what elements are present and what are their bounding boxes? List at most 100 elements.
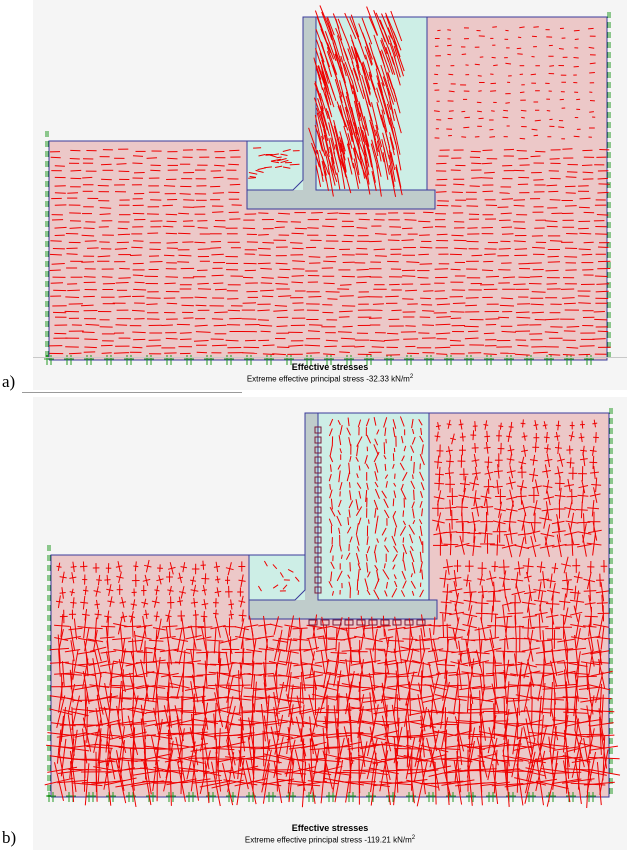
stress-vector <box>417 649 426 677</box>
stress-vector <box>222 762 234 806</box>
stress-vector <box>502 116 509 119</box>
stress-vector <box>551 594 554 614</box>
stress-vector <box>443 570 447 588</box>
stress-vector <box>399 526 407 536</box>
stress-vector <box>383 417 388 428</box>
stress-vector <box>257 167 266 171</box>
stress-vector <box>440 695 446 729</box>
stress-vector <box>573 57 579 59</box>
stress-vector <box>499 304 515 307</box>
stress-vector <box>364 578 369 590</box>
stress-vector <box>308 127 319 155</box>
stress-vector <box>383 147 390 175</box>
stress-vector <box>167 157 178 160</box>
stress-vector <box>322 225 335 228</box>
stress-vector <box>320 761 326 804</box>
stress-vector <box>339 481 343 491</box>
stress-vector <box>467 330 479 333</box>
stress-vector <box>527 606 532 627</box>
stress-vector <box>319 680 329 714</box>
stress-vector <box>316 107 325 129</box>
stress-plot-b <box>44 408 621 809</box>
stress-vector <box>402 552 405 562</box>
stress-vector <box>355 523 359 535</box>
stress-vector <box>277 629 283 653</box>
stress-vector <box>257 262 271 265</box>
stress-vector <box>49 269 61 271</box>
stress-vector <box>337 105 347 127</box>
stress-vector <box>409 550 415 563</box>
stress-vector <box>483 332 495 335</box>
stress-vector <box>364 134 373 168</box>
stress-vector <box>394 527 397 537</box>
stress-vector <box>285 739 296 777</box>
stress-vector <box>451 509 453 530</box>
stress-vector <box>121 669 124 703</box>
stress-vector <box>478 627 481 653</box>
stress-vector <box>163 705 173 740</box>
stress-vector <box>374 564 379 571</box>
stress-vector <box>384 463 387 471</box>
stress-vector <box>581 534 587 557</box>
stress-vector <box>494 613 497 638</box>
stress-vector <box>177 261 190 263</box>
stress-vector <box>348 500 354 509</box>
stress-vector <box>58 628 64 650</box>
stress-vector <box>363 144 370 168</box>
caption-subtitle-text-a: Extreme effective principal stress -32.3… <box>246 374 410 384</box>
stress-vector <box>353 146 368 180</box>
interface-marker <box>344 619 354 626</box>
stress-vector <box>386 57 394 75</box>
stress-vector <box>282 166 291 169</box>
stress-vector <box>82 176 93 179</box>
stress-vector <box>377 82 384 100</box>
stress-vector <box>288 759 295 803</box>
stress-vector <box>414 729 424 767</box>
stress-vector <box>498 501 503 518</box>
stress-vector <box>309 728 319 763</box>
stress-vector <box>519 91 525 94</box>
stress-vector <box>597 246 609 248</box>
stress-vector <box>361 17 373 45</box>
stress-vector <box>571 533 574 556</box>
stress-vector <box>533 26 539 28</box>
stress-vector <box>236 759 245 806</box>
stress-vector <box>539 604 544 623</box>
stress-vector <box>339 148 347 174</box>
stress-vector <box>493 581 496 602</box>
stress-vector <box>599 683 602 713</box>
stress-vector <box>535 150 546 153</box>
stress-vector <box>339 295 354 297</box>
stress-vector <box>501 330 517 333</box>
stress-vector <box>435 191 447 193</box>
stress-vector <box>468 716 472 753</box>
stress-vector <box>364 455 368 464</box>
stress-vector <box>433 110 440 112</box>
stress-vector <box>181 304 194 307</box>
stress-vector <box>442 613 445 638</box>
stress-vector <box>80 304 94 307</box>
stress-vector <box>537 707 541 743</box>
stress-vector <box>400 488 407 500</box>
stress-vector <box>195 304 207 307</box>
stress-vector <box>447 29 452 31</box>
stress-vector <box>132 155 144 157</box>
stress-vector <box>364 86 371 106</box>
stress-vector <box>346 526 352 534</box>
stress-vector <box>121 596 125 608</box>
stress-vector <box>190 681 197 716</box>
stress-vector <box>325 108 335 133</box>
stress-vector <box>533 134 539 137</box>
stress-vector <box>203 599 207 610</box>
stress-vector <box>390 10 403 42</box>
stress-vector <box>356 482 362 489</box>
stress-vector <box>469 185 480 187</box>
stress-vector <box>165 232 178 235</box>
stress-vector <box>472 476 477 492</box>
stress-vector <box>461 512 464 532</box>
stress-vector <box>520 109 527 112</box>
stress-vector <box>251 628 255 651</box>
stress-vector <box>433 648 439 675</box>
stress-vector <box>404 659 410 688</box>
stress-vector <box>595 290 609 293</box>
